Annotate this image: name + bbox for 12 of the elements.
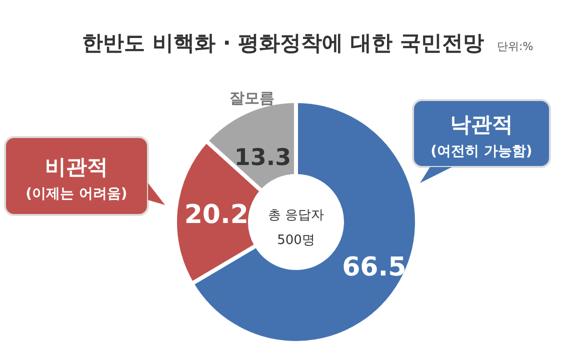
annotation: 500명 bbox=[277, 233, 315, 248]
annotation: (이제는 어려움) bbox=[26, 186, 128, 202]
data-label: 20.2 bbox=[184, 200, 248, 230]
subtitle: 단위:% bbox=[497, 40, 534, 53]
annotation: (여전히 가능함) bbox=[430, 144, 532, 160]
annotation: 총 응답자 bbox=[268, 208, 324, 223]
data-label: 66.5 bbox=[342, 252, 406, 283]
category-label: 낙관적 bbox=[450, 112, 513, 136]
category-label: 잘모름 bbox=[230, 89, 274, 107]
category-label: 비관적 bbox=[45, 155, 108, 179]
data-label: 13.3 bbox=[234, 145, 292, 172]
title: 한반도 비핵화 · 평화정착에 대한 국민전망 bbox=[82, 31, 484, 55]
